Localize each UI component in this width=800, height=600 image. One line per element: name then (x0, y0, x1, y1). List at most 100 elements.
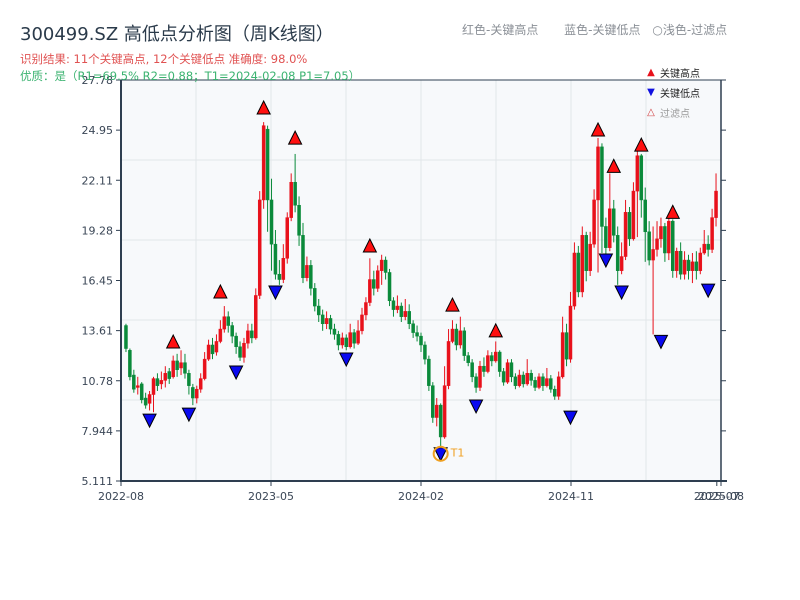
candle (332, 323, 337, 340)
candle (202, 352, 207, 381)
candle (647, 221, 651, 266)
key-low-marker-icon (268, 285, 283, 301)
key-high-marker-icon (445, 296, 460, 312)
candle (309, 260, 313, 296)
result-summary: 识别结果: 11个关键高点, 12个关键低点 准确度: 98.0% (20, 52, 308, 66)
color-key-high: 红色-关键高点 (462, 23, 539, 37)
candles (124, 122, 718, 447)
candle (159, 371, 164, 390)
candle (242, 337, 246, 363)
candle (136, 376, 140, 395)
candle (218, 320, 223, 344)
quality-summary: 优质：是（R1=69.5% R2=0.88；T1=2024-02-08 P1=7… (20, 69, 361, 83)
candle (297, 196, 301, 246)
candle (497, 350, 502, 377)
candle (206, 339, 211, 361)
y-tick-label: 13.61 (82, 325, 114, 338)
key-high-marker-icon (488, 322, 504, 338)
key-high-marker-icon (606, 158, 622, 173)
candle (344, 334, 349, 351)
candle (143, 392, 148, 409)
key-high-marker-icon (590, 121, 606, 137)
candle (556, 371, 561, 400)
candle (482, 357, 486, 377)
candle (678, 242, 683, 280)
up-triangle-icon: ▲ (647, 67, 655, 78)
candle (293, 153, 297, 213)
candle (407, 304, 411, 330)
candle (415, 325, 419, 342)
candle (187, 369, 191, 395)
candle (383, 256, 388, 280)
candle (663, 222, 667, 262)
candle (147, 390, 152, 411)
candle (493, 341, 498, 363)
y-tick-label: 27.78 (82, 74, 114, 87)
y-tick-label: 22.11 (82, 174, 114, 187)
candle (686, 254, 691, 280)
candle (254, 288, 258, 340)
candle (694, 251, 699, 280)
candle (328, 314, 333, 335)
candle (714, 173, 718, 227)
key-high-marker-icon (165, 333, 181, 349)
candle (139, 382, 144, 404)
candle (324, 311, 329, 330)
candle (250, 323, 254, 344)
candle (509, 359, 514, 383)
candle (513, 373, 518, 390)
y-tick-label: 16.45 (82, 275, 114, 288)
candle (592, 189, 596, 248)
x-tick-label: 2024-11 (548, 490, 594, 503)
color-key-low: 蓝色-关键低点 (564, 23, 641, 37)
candle (612, 199, 616, 243)
candle (411, 320, 415, 338)
candle (289, 173, 293, 222)
candle (391, 297, 396, 317)
key-low-marker-icon (563, 410, 578, 426)
candle (226, 311, 230, 333)
y-tick-label: 10.78 (82, 375, 114, 388)
key-point-markers: T1 (142, 99, 716, 462)
candle (128, 348, 132, 381)
candle (230, 321, 234, 344)
candle (517, 369, 522, 388)
y-tick-label: 7.944 (82, 425, 114, 438)
x-tick-label: 2022-08 (98, 490, 144, 503)
candle (533, 376, 537, 391)
candle (124, 323, 128, 353)
candle (195, 385, 199, 404)
candle (273, 230, 278, 280)
candle (682, 251, 687, 280)
axes: 27.78 24.95 22.11 19.28 16.45 13.61 10.78 7.944… (82, 74, 744, 503)
candle (458, 316, 463, 349)
candle (659, 217, 663, 248)
candle (375, 265, 380, 292)
y-tick-label: 19.28 (82, 224, 114, 237)
candle (580, 226, 585, 298)
candle (336, 330, 341, 351)
candle (608, 173, 612, 252)
candle (671, 219, 675, 278)
candle (619, 242, 624, 275)
candle (470, 359, 474, 383)
candle (246, 323, 250, 349)
candle (423, 341, 427, 365)
candle (588, 231, 592, 276)
legend-item-key-low: ▼ 关键低点 (645, 85, 700, 100)
candle (454, 323, 459, 351)
candle (576, 245, 581, 298)
key-low-marker-icon (228, 365, 244, 381)
candle (521, 371, 526, 388)
chart-title: 300499.SZ 高低点分析图（周K线图） (20, 24, 334, 45)
candle (564, 323, 569, 367)
x-tick-label: 2025-07 (694, 490, 740, 503)
candle (222, 306, 227, 333)
key-high-marker-icon (256, 99, 271, 115)
candle (639, 153, 644, 218)
candle (320, 309, 325, 331)
candle (171, 355, 175, 379)
candle (403, 298, 408, 321)
key-high-marker-icon (213, 283, 228, 299)
key-low-marker-icon (142, 413, 157, 429)
